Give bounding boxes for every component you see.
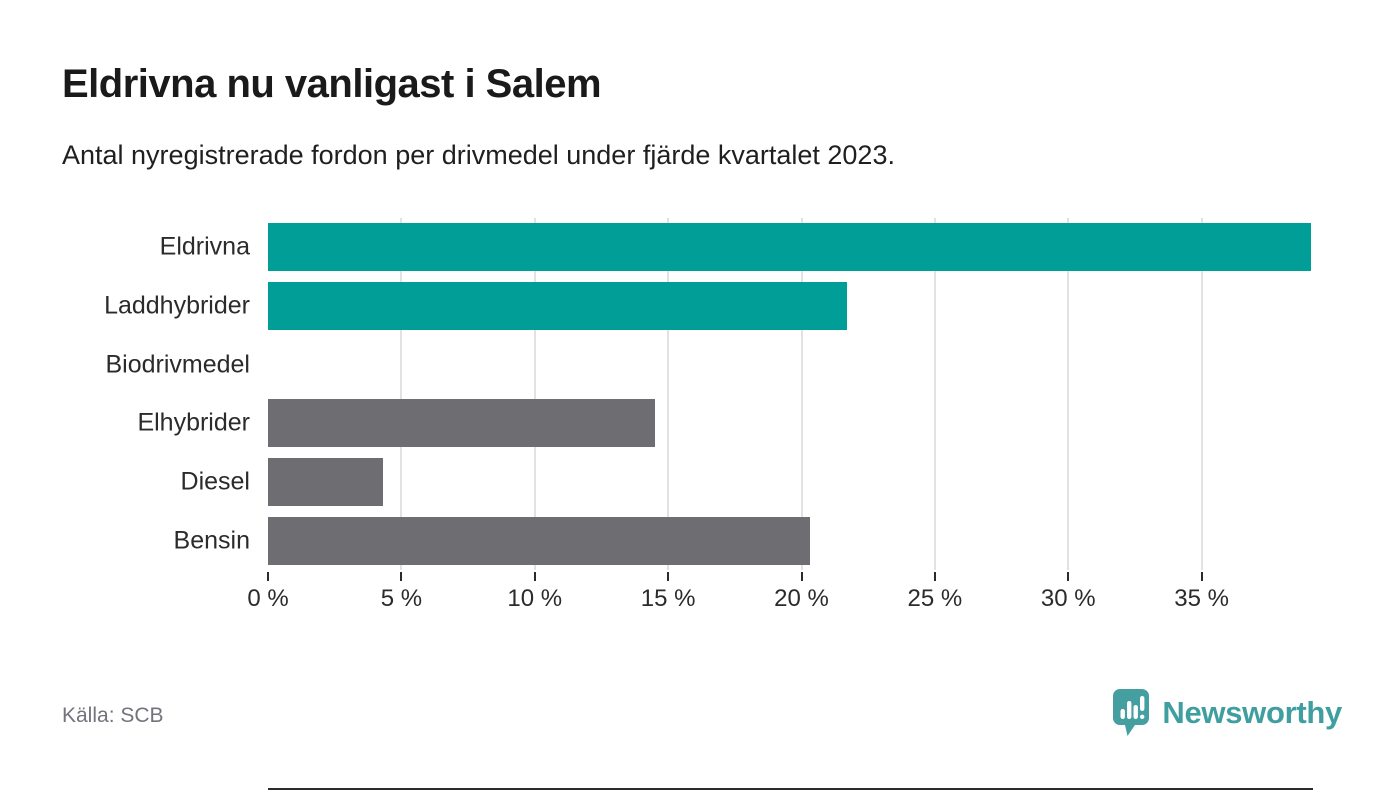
tick-label-35: 35 % (1174, 585, 1229, 612)
category-label-bensin: Bensin (173, 526, 250, 555)
tick-label-25: 25 % (907, 585, 963, 612)
gridline-5 (400, 218, 403, 570)
category-label-diesel: Diesel (180, 467, 250, 496)
newsworthy-logo: Newsworthy (1112, 688, 1342, 737)
source-caption: Källa: SCB (62, 704, 164, 727)
gridline-10 (533, 218, 536, 570)
tick-mark-15 (667, 572, 670, 581)
tick-mark-10 (533, 572, 536, 581)
bar-elhybrider (268, 399, 655, 448)
tick-label-10: 10 % (507, 585, 563, 612)
bar-bensin (268, 516, 810, 565)
newsworthy-logo-icon (1113, 689, 1150, 736)
bar-chart (0, 218, 1320, 790)
tick-mark-30 (1067, 572, 1070, 581)
tick-label-0: 0 % (247, 585, 289, 612)
category-label-elhybrider: Elhybrider (137, 408, 250, 437)
bar-diesel (268, 458, 383, 506)
category-label-eldrivna: Eldrivna (159, 232, 250, 261)
category-label-biodrivmedel: Biodrivmedel (105, 350, 250, 379)
tick-mark-35 (1200, 572, 1203, 581)
gridline-15 (667, 218, 670, 570)
gridline-30 (1067, 218, 1070, 570)
plot-area (268, 218, 1311, 570)
x-axis-line (268, 788, 1313, 790)
chart-title: Eldrivna nu vanligast i Salem (62, 62, 602, 106)
tick-mark-5 (400, 572, 403, 581)
bar-eldrivna (268, 223, 1311, 272)
tick-mark-25 (933, 572, 936, 581)
newsworthy-wordmark: Newsworthy (1162, 694, 1342, 730)
tick-label-30: 30 % (1040, 585, 1096, 612)
gridline-35 (1200, 218, 1203, 570)
gridline-20 (800, 218, 803, 570)
category-label-laddhybrider: Laddhybrider (104, 291, 250, 320)
gridline-25 (933, 218, 936, 570)
tick-mark-0 (267, 572, 269, 581)
tick-label-20: 20 % (774, 585, 829, 612)
bar-laddhybrider (268, 282, 847, 330)
tick-label-15: 15 % (640, 585, 696, 612)
chart-subtitle: Antal nyregistrerade fordon per drivmede… (62, 140, 895, 170)
tick-label-5: 5 % (380, 585, 423, 612)
tick-mark-20 (800, 572, 803, 581)
